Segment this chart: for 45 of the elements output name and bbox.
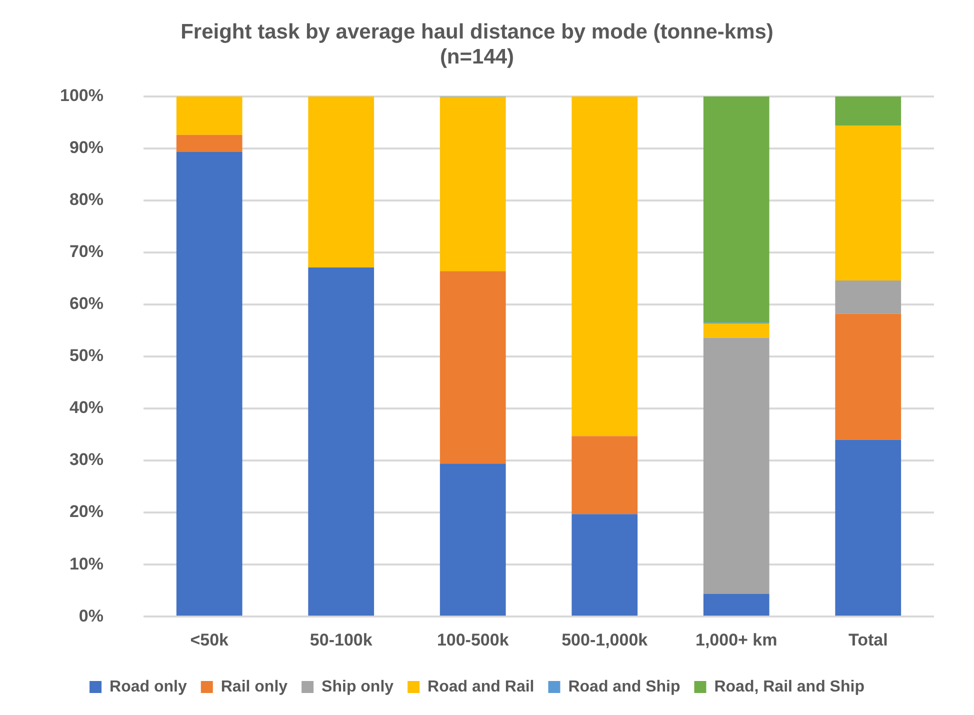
- bar: [440, 464, 506, 616]
- y-tick-label: 0%: [78, 606, 104, 626]
- bar: [835, 280, 902, 314]
- x-tick-label: <50k: [190, 630, 230, 650]
- y-tick-label: 10%: [69, 554, 104, 574]
- legend-label: Rail only: [220, 678, 288, 696]
- bar: [308, 268, 374, 616]
- bar: [703, 338, 770, 594]
- bar: [703, 324, 770, 338]
- bar: [308, 96, 374, 268]
- x-tick-label: Total: [848, 630, 888, 650]
- legend-label: Road and Ship: [568, 678, 680, 696]
- x-tick-label: 500-1,000k: [562, 630, 648, 650]
- y-tick-label: 60%: [69, 294, 104, 314]
- legend-label: Road, Rail and Ship: [714, 678, 865, 696]
- bar: [835, 96, 902, 126]
- bar: [703, 594, 770, 616]
- x-tick-label: 100-500k: [436, 630, 510, 650]
- bar: [176, 96, 242, 135]
- y-tick-label: 20%: [69, 502, 104, 522]
- bar: [176, 134, 242, 152]
- y-tick-label: 40%: [69, 398, 104, 418]
- y-tick-label: 70%: [69, 242, 104, 262]
- legend-label: Ship only: [322, 678, 394, 696]
- bar: [176, 152, 242, 616]
- text: Freight task by average haul distance by mode (tonne-kms): [180, 20, 774, 44]
- bar: [572, 96, 638, 436]
- y-tick-label: 90%: [69, 138, 104, 158]
- y-tick-label: 80%: [69, 190, 104, 210]
- x-tick-label: 50-100k: [310, 630, 373, 650]
- bar: [572, 514, 638, 616]
- bar: [703, 96, 770, 323]
- bar: [835, 314, 902, 440]
- y-tick-label: 50%: [69, 346, 104, 366]
- bar: [835, 440, 902, 616]
- legend-label: Road and Rail: [428, 678, 534, 696]
- text: (n=144): [440, 46, 514, 69]
- legend-label: Road only: [110, 678, 187, 696]
- x-tick-label: 1,000+ km: [695, 630, 778, 650]
- bar: [835, 126, 902, 281]
- y-tick-label: 100%: [60, 86, 104, 106]
- bar: [440, 96, 506, 272]
- bar: [440, 271, 506, 464]
- y-tick-label: 30%: [69, 450, 104, 470]
- bar: [572, 436, 638, 514]
